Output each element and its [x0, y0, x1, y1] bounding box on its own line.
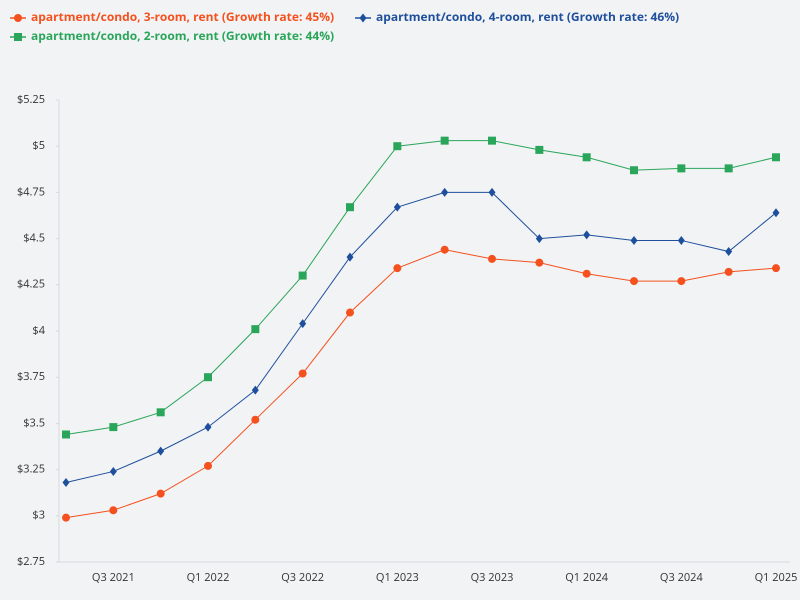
- legend-label: apartment/condo, 4-room, rent (Growth ra…: [376, 8, 679, 25]
- y-tick-label: $4.75: [17, 184, 45, 199]
- data-point: [583, 230, 591, 240]
- data-point: [157, 446, 165, 456]
- y-tick-label: $4: [32, 323, 45, 338]
- y-tick-label: $4.25: [17, 277, 45, 292]
- data-point: [62, 430, 70, 439]
- legend-marker: [359, 13, 367, 23]
- data-point: [630, 277, 638, 286]
- x-tick-label: Q1 2024: [565, 570, 609, 585]
- data-point: [346, 308, 354, 317]
- data-point: [204, 461, 212, 470]
- x-tick-label: Q1 2023: [376, 570, 419, 585]
- x-tick-label: Q3 2024: [660, 570, 704, 585]
- legend-marker: [14, 33, 22, 41]
- y-tick-label: $3: [32, 508, 45, 523]
- data-point: [772, 208, 780, 218]
- data-point: [204, 373, 212, 382]
- x-tick-label: Q3 2021: [92, 570, 135, 585]
- x-tick-label: Q1 2025: [755, 570, 798, 585]
- data-point: [393, 142, 402, 151]
- data-point: [298, 271, 307, 280]
- data-point: [346, 203, 354, 212]
- data-point: [393, 264, 402, 273]
- data-point: [156, 489, 165, 498]
- data-point: [251, 325, 260, 334]
- data-point: [582, 153, 591, 162]
- data-point: [251, 415, 260, 424]
- y-tick-label: $3.75: [17, 369, 45, 384]
- data-point: [488, 187, 496, 197]
- data-point: [772, 153, 780, 162]
- data-point: [535, 258, 544, 267]
- y-tick-label: $2.75: [17, 554, 45, 569]
- legend-marker: [14, 14, 22, 22]
- x-tick-label: Q3 2022: [281, 570, 324, 585]
- data-point: [393, 202, 401, 212]
- data-point: [630, 235, 638, 245]
- series-line: [65, 140, 777, 435]
- data-point: [725, 247, 733, 257]
- data-point: [488, 254, 496, 263]
- data-point: [109, 466, 117, 476]
- data-point: [772, 264, 780, 273]
- data-point: [156, 408, 165, 417]
- data-point: [724, 164, 733, 173]
- series-line: [65, 249, 777, 519]
- data-point: [582, 269, 591, 278]
- legend-label: apartment/condo, 2-room, rent (Growth ra…: [31, 27, 334, 44]
- data-point: [109, 423, 118, 432]
- data-point: [440, 136, 449, 145]
- y-tick-label: $5.25: [17, 92, 45, 107]
- data-point: [535, 234, 543, 244]
- y-tick-label: $5: [32, 138, 45, 153]
- y-tick-label: $3.25: [17, 462, 45, 477]
- x-tick-label: Q1 2022: [187, 570, 230, 585]
- series-line: [65, 191, 777, 484]
- data-point: [299, 319, 307, 329]
- data-point: [677, 277, 686, 286]
- y-tick-label: $4.5: [23, 231, 45, 246]
- data-point: [488, 136, 496, 145]
- data-point: [724, 267, 733, 276]
- data-point: [535, 145, 544, 154]
- data-point: [677, 235, 685, 245]
- data-point: [62, 513, 70, 522]
- data-point: [298, 369, 307, 378]
- data-point: [109, 506, 118, 515]
- data-point: [251, 385, 259, 395]
- data-point: [677, 164, 686, 173]
- data-point: [441, 187, 449, 197]
- data-point: [204, 422, 212, 432]
- data-point: [440, 245, 449, 254]
- x-tick-label: Q3 2023: [471, 570, 514, 585]
- y-tick-label: $3.5: [23, 415, 45, 430]
- data-point: [630, 166, 638, 175]
- data-point: [346, 252, 354, 262]
- data-point: [62, 478, 70, 488]
- legend-label: apartment/condo, 3-room, rent (Growth ra…: [31, 8, 334, 25]
